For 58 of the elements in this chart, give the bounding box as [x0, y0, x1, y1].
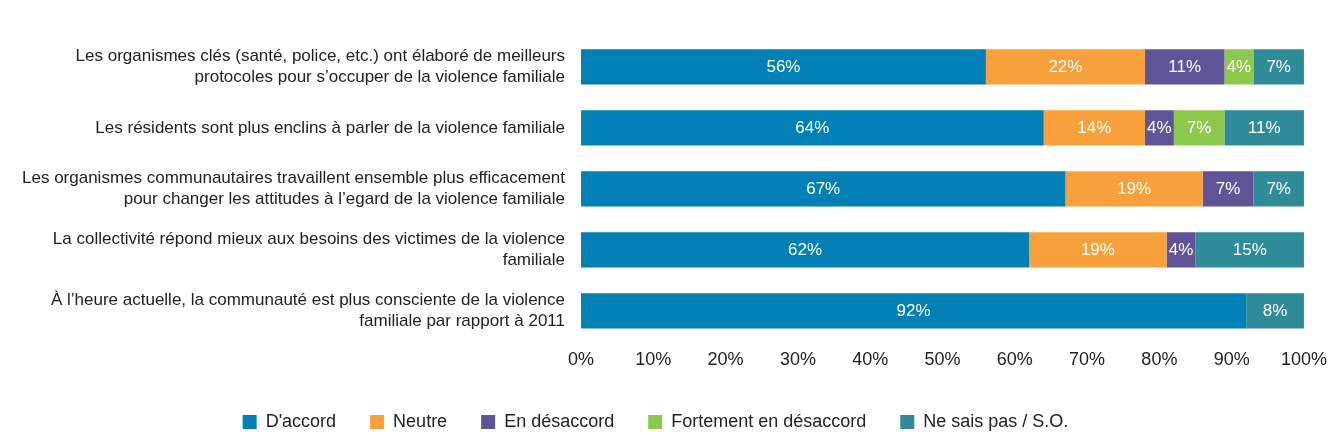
legend-label: Neutre	[393, 410, 448, 431]
bar	[985, 49, 1145, 85]
y-tick-label: À l’heure actuelle, la communauté est plus consciente de la violence familiale par rapport à 2011	[50, 290, 566, 330]
bar	[581, 293, 1247, 329]
data-label: 22%	[1048, 56, 1083, 76]
data-label: 7%	[1186, 117, 1212, 137]
data-label: 92%	[896, 300, 931, 320]
x-tick-label: 60%	[996, 349, 1033, 370]
data-label: 64%	[795, 117, 830, 137]
x-tick-label: 70%	[1069, 349, 1106, 370]
bar	[1065, 171, 1203, 207]
data-label: 4%	[1226, 56, 1252, 76]
data-label: 56%	[766, 56, 801, 76]
bar	[1144, 49, 1225, 85]
x-tick-label: 30%	[779, 349, 816, 370]
bar	[1253, 49, 1304, 85]
bar	[1029, 232, 1167, 268]
x-tick-label: 0%	[568, 349, 595, 370]
data-label: 7%	[1215, 178, 1241, 198]
bar	[1173, 110, 1225, 146]
y-tick-label: Les résidents sont plus enclins à parler de la violence familiale	[95, 117, 566, 137]
y-tick-label: La collectivité répond mieux aux besoins des victimes de la violence familiale	[52, 229, 566, 269]
x-tick-label: 100%	[1280, 349, 1327, 370]
bar	[581, 171, 1066, 207]
data-label: 11%	[1247, 117, 1281, 137]
legend-label: Ne sais pas / S.O.	[923, 410, 1069, 431]
data-label: 19%	[1080, 239, 1115, 259]
bar	[581, 232, 1030, 268]
bar	[1246, 293, 1304, 329]
x-tick-label: 90%	[1213, 349, 1250, 370]
data-label: 8%	[1262, 300, 1288, 320]
data-label: 7%	[1266, 178, 1291, 198]
data-label: 62%	[788, 239, 823, 259]
y-tick-label: Les organismes communautaires travaillent ensemble plus efficacement pour changer les attitudes à l’egard de la violence familiale	[22, 168, 566, 208]
bar	[581, 110, 1044, 146]
bar	[581, 49, 986, 85]
bar	[1195, 232, 1304, 268]
x-tick-label: 40%	[852, 349, 889, 370]
data-label: 7%	[1266, 56, 1291, 76]
x-tick-label: 80%	[1141, 349, 1178, 370]
data-label: 11%	[1168, 56, 1202, 76]
data-label: 14%	[1077, 117, 1112, 137]
x-tick-label: 10%	[635, 349, 672, 370]
data-label: 67%	[806, 178, 841, 198]
x-tick-label: 20%	[707, 349, 744, 370]
bar	[1224, 110, 1304, 146]
data-label: 4%	[1147, 117, 1172, 137]
y-tick-label: Les organismes clés (santé, police, etc.) ont élaboré de meilleurs protocoles pour s’occuper de la violence familiale	[75, 46, 566, 86]
data-label: 15%	[1232, 239, 1267, 259]
legend-label: Fortement en désaccord	[671, 410, 867, 431]
data-label: 19%	[1117, 178, 1152, 198]
legend-label: D'accord	[265, 410, 337, 431]
bar	[1202, 171, 1254, 207]
bar	[1253, 171, 1304, 207]
bar	[1043, 110, 1145, 146]
x-tick-label: 50%	[924, 349, 961, 370]
legend-label: En désaccord	[504, 410, 615, 431]
data-label: 4%	[1168, 239, 1194, 259]
